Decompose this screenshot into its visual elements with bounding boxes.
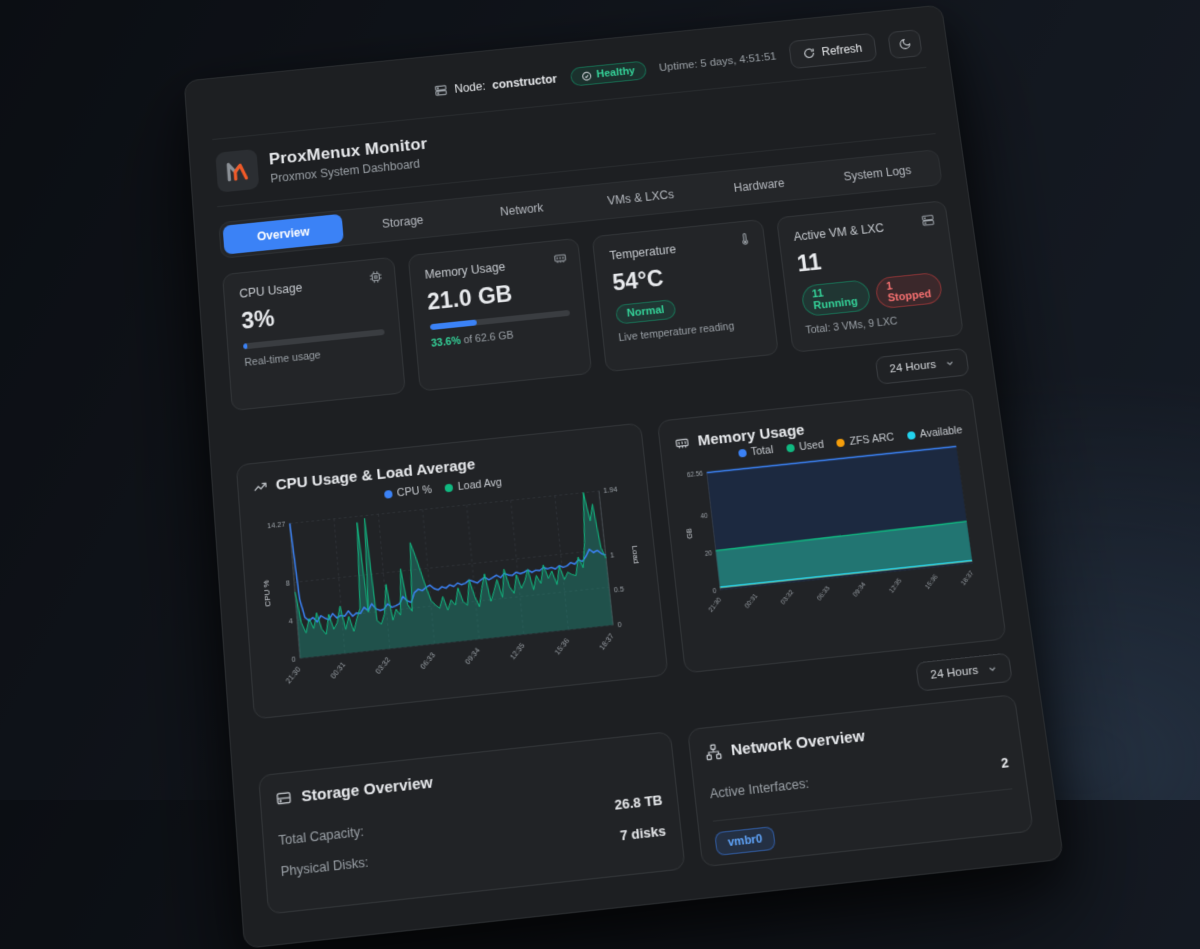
- node-name: constructor: [491, 72, 558, 92]
- svg-text:0.5: 0.5: [614, 586, 625, 594]
- trending-up-icon: [252, 479, 268, 496]
- running-badge: 11 Running: [799, 279, 872, 318]
- check-circle-icon: [581, 70, 593, 81]
- theme-toggle-button[interactable]: [887, 28, 923, 59]
- svg-text:20: 20: [705, 550, 714, 558]
- app-logo: [215, 148, 260, 193]
- svg-text:8: 8: [286, 580, 291, 588]
- cpu-load-chart: 21:30 00:31 03:32 06:33 09:34 12:35 15:36 18:37…: [261, 487, 641, 686]
- hard-drive-icon: [275, 789, 293, 808]
- storage-overview-card: Storage Overview Total Capacity: 26.8 TB…: [258, 730, 686, 915]
- node-label: Node:: [453, 79, 487, 96]
- cpu-usage-value: 3%: [240, 305, 276, 334]
- svg-text:CPU %: CPU %: [261, 579, 272, 607]
- node-info: Node: constructor: [434, 72, 558, 97]
- svg-text:12:35: 12:35: [509, 642, 526, 661]
- svg-text:1: 1: [610, 552, 615, 560]
- legend-dot: [444, 483, 454, 493]
- memory-icon: [553, 251, 568, 266]
- chevron-down-icon: [987, 663, 999, 674]
- chart-range-row: 24 Hours: [233, 347, 970, 452]
- total-capacity-value: 26.8 TB: [613, 791, 664, 813]
- svg-text:03:32: 03:32: [780, 588, 796, 606]
- server-stack-icon: [920, 213, 936, 228]
- svg-text:0: 0: [617, 622, 622, 630]
- tab-hardware[interactable]: Hardware: [732, 176, 786, 195]
- thermometer-icon: [737, 232, 752, 247]
- svg-text:12:35: 12:35: [888, 577, 904, 595]
- time-range-dropdown-2[interactable]: 24 Hours: [915, 652, 1013, 692]
- tab-vms-lxcs[interactable]: VMs & LXCs: [606, 187, 675, 208]
- network-icon: [704, 743, 722, 762]
- svg-text:0: 0: [291, 656, 296, 664]
- svg-text:06:33: 06:33: [420, 652, 437, 671]
- svg-text:06:33: 06:33: [816, 584, 832, 602]
- proxmenux-m-icon: [224, 157, 251, 184]
- physical-disks-value: 7 disks: [619, 822, 667, 844]
- legend-dot: [737, 448, 747, 458]
- refresh-button[interactable]: Refresh: [788, 32, 878, 70]
- svg-text:21:30: 21:30: [285, 666, 303, 685]
- temperature-value: 54°C: [611, 265, 665, 296]
- svg-text:18:37: 18:37: [960, 569, 976, 587]
- moon-icon: [898, 37, 912, 50]
- refresh-icon: [803, 47, 816, 59]
- dashboard-window: Node: constructor Healthy Uptime: 5 days…: [183, 4, 1065, 949]
- svg-text:18:37: 18:37: [599, 633, 616, 652]
- network-overview-card: Network Overview Active Interfaces: 2 vm…: [687, 693, 1034, 868]
- health-badge: Healthy: [569, 60, 647, 87]
- svg-text:62.56: 62.56: [687, 470, 704, 479]
- svg-text:00:31: 00:31: [744, 592, 760, 610]
- legend-dot: [836, 438, 846, 448]
- cpu-usage-card: CPU Usage 3% Real-time usage: [222, 256, 406, 412]
- tab-storage[interactable]: Storage: [381, 213, 424, 231]
- memory-chart: 21:30 00:31 03:32 06:33 09:34 12:35 15:36 18:37…: [686, 436, 976, 614]
- legend-dot: [383, 489, 393, 499]
- tab-overview[interactable]: Overview: [222, 213, 345, 255]
- svg-text:GB: GB: [686, 527, 694, 539]
- legend-dot: [906, 431, 916, 440]
- svg-text:21:30: 21:30: [708, 596, 724, 614]
- svg-text:09:34: 09:34: [464, 647, 481, 666]
- stopped-badge: 1 Stopped: [874, 271, 944, 310]
- tab-system-logs[interactable]: System Logs: [842, 163, 913, 184]
- uptime-text: Uptime: 5 days, 4:51:51: [658, 51, 778, 75]
- svg-text:40: 40: [700, 512, 708, 520]
- active-interfaces-count: 2: [1000, 754, 1010, 771]
- memory-icon: [674, 435, 691, 452]
- svg-text:09:34: 09:34: [852, 581, 868, 599]
- memory-chart-card: Memory Usage Total Used ZFS ARC: [657, 388, 1007, 674]
- cpu-icon: [368, 270, 383, 285]
- svg-text:Load: Load: [630, 545, 641, 564]
- cpu-load-chart-card: CPU Usage & Load Average CPU % Load Avg …: [235, 422, 669, 720]
- svg-text:00:31: 00:31: [330, 661, 348, 680]
- temperature-card: Temperature 54°C Normal Live temperature…: [591, 218, 779, 373]
- chevron-down-icon: [944, 358, 955, 369]
- svg-text:4: 4: [288, 618, 293, 626]
- svg-text:15:36: 15:36: [554, 637, 571, 656]
- memory-usage-value: 21.0 GB: [426, 280, 514, 315]
- interface-badge[interactable]: vmbr0: [714, 825, 777, 856]
- svg-text:15:36: 15:36: [924, 573, 940, 591]
- active-vm-lxc-card: Active VM & LXC 11 11 Running 1 Stopped …: [775, 200, 965, 353]
- active-vm-count: 11: [795, 248, 823, 277]
- svg-text:14.27: 14.27: [267, 521, 286, 530]
- svg-text:1.94: 1.94: [603, 487, 618, 496]
- time-range-dropdown[interactable]: 24 Hours: [875, 347, 970, 385]
- legend-dot: [785, 443, 795, 453]
- charts-row: CPU Usage & Load Average CPU % Load Avg …: [235, 388, 1007, 720]
- server-icon: [434, 83, 449, 97]
- svg-text:0: 0: [713, 587, 718, 595]
- tab-network[interactable]: Network: [499, 200, 545, 219]
- svg-text:03:32: 03:32: [375, 656, 393, 675]
- memory-usage-card: Memory Usage 21.0 GB 33.6% of 62.6 GB: [407, 237, 593, 392]
- temperature-status-badge: Normal: [615, 299, 677, 325]
